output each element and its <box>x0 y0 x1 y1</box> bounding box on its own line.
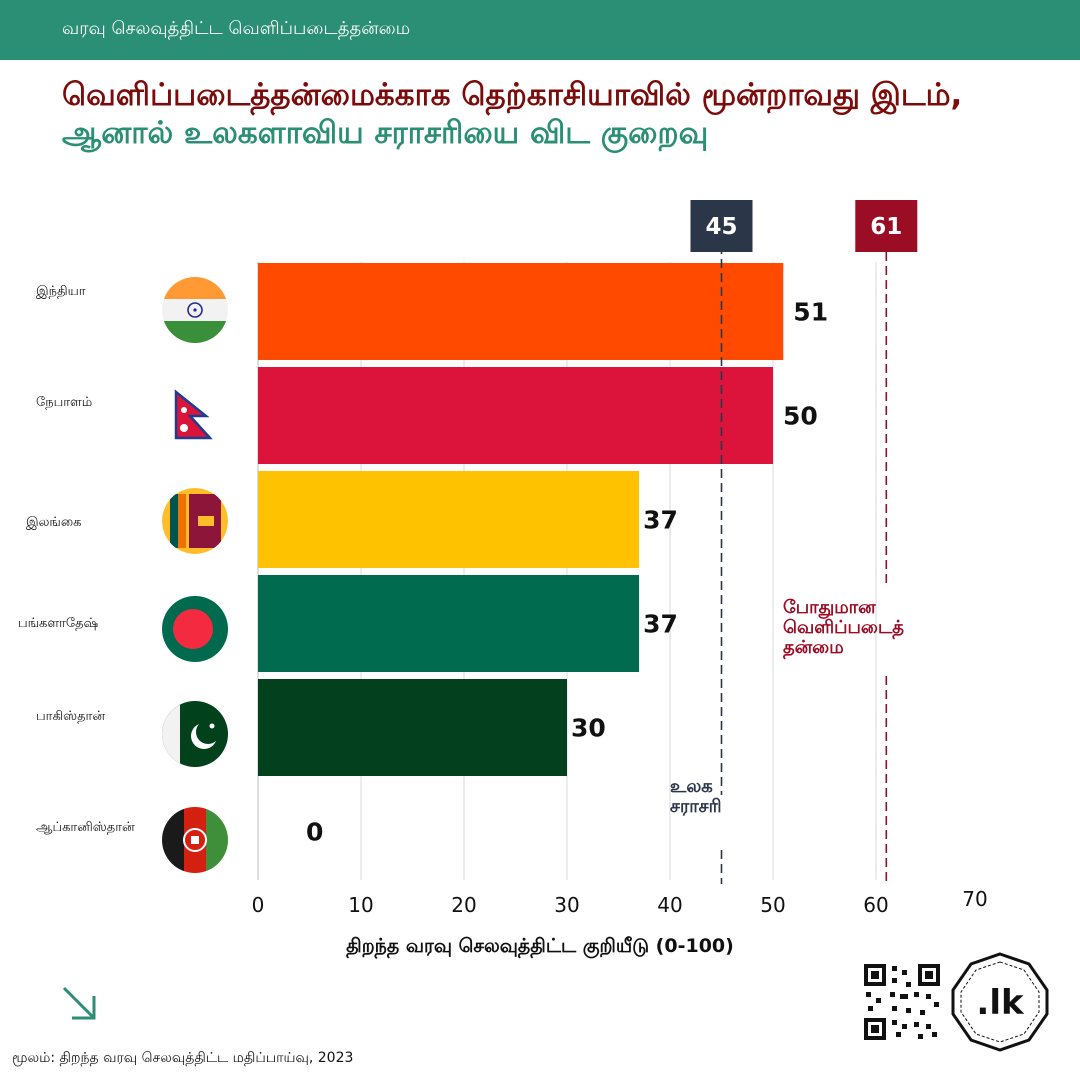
x-tick-20: 20 <box>451 893 476 917</box>
reference-badge-45 <box>690 200 753 252</box>
x-tick-10: 10 <box>348 893 373 917</box>
bar-0 <box>258 263 784 360</box>
value-label-3: 37 <box>643 610 678 639</box>
reference-badge-text-45: 45 <box>705 214 737 240</box>
pakistan-flag-icon <box>162 701 228 767</box>
x-tick-60: 60 <box>863 893 888 917</box>
reference-label-61-1: வெளிப்படைத் <box>783 617 904 640</box>
label-nepal: நேபாளம் <box>36 395 93 410</box>
value-label-1: 50 <box>783 402 818 431</box>
title-part2: ஆனால் உலகளாவிய சராசரியை விட குறைவு <box>62 115 709 151</box>
arrow-down-right-icon <box>60 984 100 1024</box>
header-topic: வரவு செலவுத்திட்ட வெளிப்படைத்தன்மை <box>62 18 411 39</box>
reference-label-45-0: உலக <box>670 776 713 797</box>
logo-text: .lk <box>976 983 1025 1023</box>
reference-badge-61 <box>855 200 918 252</box>
x-tick-0: 0 <box>252 893 265 917</box>
label-afghanistan: ஆப்கானிஸ்தான் <box>36 820 135 835</box>
bar-3 <box>258 575 640 672</box>
value-label-5: 0 <box>306 818 323 847</box>
header-bar: வரவு செலவுத்திட்ட வெளிப்படைத்தன்மை <box>0 0 1080 60</box>
bar-4 <box>258 679 567 776</box>
x-tick-40: 40 <box>657 893 682 917</box>
value-label-4: 30 <box>571 714 606 743</box>
label-bangladesh: பங்களாதேஷ் <box>18 616 99 631</box>
label-india: இந்தியா <box>36 284 86 299</box>
lk-logo: .lk <box>950 952 1050 1052</box>
x-tick-50: 50 <box>760 893 785 917</box>
reference-badge-text-61: 61 <box>870 214 902 240</box>
x-tick-70: 70 <box>962 887 987 911</box>
label-pakistan: பாகிஸ்தான் <box>36 709 105 724</box>
afghanistan-flag-icon <box>162 807 228 873</box>
value-label-2: 37 <box>643 506 678 535</box>
x-axis-label: திறந்த வரவு செலவுத்திட்ட குறியீடு (0-100… <box>346 935 734 959</box>
chart-title: வெளிப்படைத்தன்மைக்காக தெற்காசியாவில் மூன… <box>62 76 1042 152</box>
reference-label-45-1: சராசரி <box>670 796 722 817</box>
label-sri-lanka: இலங்கை <box>26 515 82 530</box>
bangladesh-flag-icon <box>162 596 228 662</box>
nepal-flag-icon <box>162 386 228 452</box>
reference-label-61-0: போதுமான <box>783 597 876 619</box>
qr-code-icon <box>862 962 942 1042</box>
value-label-0: 51 <box>793 298 828 327</box>
source-note: மூலம்: திறந்த வரவு செலவுத்திட்ட மதிப்பாய… <box>12 1050 354 1066</box>
sri-lanka-flag-icon <box>162 488 228 554</box>
reference-label-61-2: தன்மை <box>783 637 844 660</box>
bar-1 <box>258 367 773 464</box>
title-part1: வெளிப்படைத்தன்மைக்காக தெற்காசியாவில் மூன… <box>62 77 963 113</box>
india-flag-icon <box>162 277 228 343</box>
bar-2 <box>258 471 640 568</box>
x-tick-30: 30 <box>554 893 579 917</box>
